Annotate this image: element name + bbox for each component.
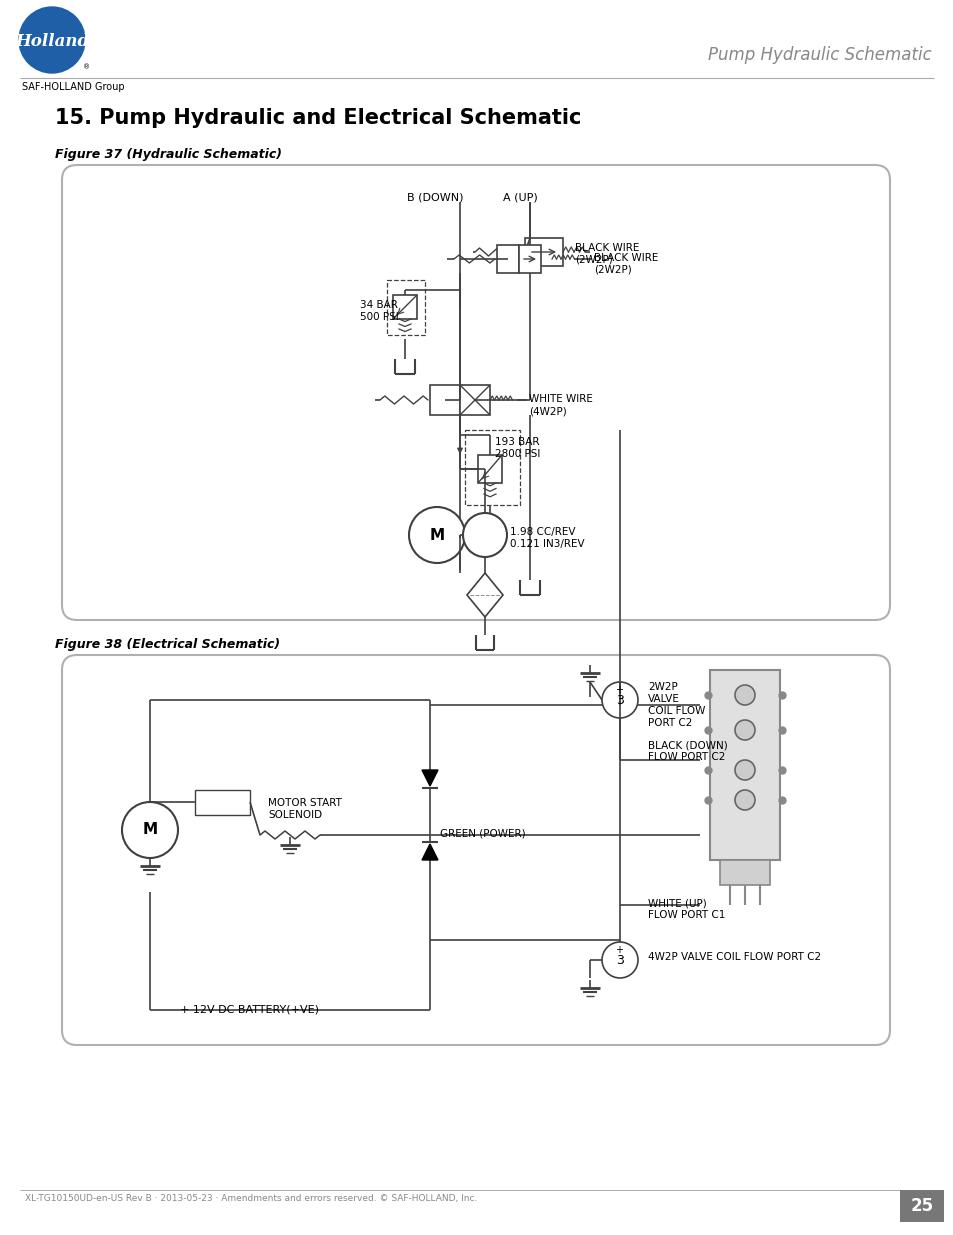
- Text: 25: 25: [909, 1197, 933, 1215]
- Text: (4W2P): (4W2P): [529, 406, 567, 416]
- Text: SOLENOID: SOLENOID: [268, 810, 322, 820]
- Text: ®: ®: [83, 64, 90, 70]
- Text: M: M: [429, 527, 444, 542]
- Text: 15. Pump Hydraulic and Electrical Schematic: 15. Pump Hydraulic and Electrical Schema…: [55, 107, 580, 128]
- Text: VALVE: VALVE: [647, 694, 679, 704]
- Text: WHITE WIRE: WHITE WIRE: [529, 394, 593, 404]
- Bar: [899, 1191, 943, 1221]
- Text: 2800 PSI: 2800 PSI: [495, 450, 539, 459]
- Text: B (DOWN): B (DOWN): [406, 191, 463, 203]
- Polygon shape: [421, 844, 437, 860]
- Bar: [464, 430, 519, 505]
- Bar: [387, 280, 424, 335]
- Bar: [720, 860, 769, 885]
- Text: 193 BAR: 193 BAR: [495, 437, 539, 447]
- Circle shape: [734, 685, 754, 705]
- Bar: [459, 385, 490, 415]
- Text: + 12V DC BATTERY(+VE): + 12V DC BATTERY(+VE): [180, 1005, 318, 1015]
- Text: +: +: [615, 685, 622, 695]
- Text: (2W2P): (2W2P): [575, 254, 612, 266]
- Text: FLOW PORT C2: FLOW PORT C2: [647, 752, 724, 762]
- Text: 34 BAR: 34 BAR: [359, 300, 397, 310]
- Text: BLACK WIRE: BLACK WIRE: [594, 253, 659, 263]
- Text: 4W2P VALVE COIL FLOW PORT C2: 4W2P VALVE COIL FLOW PORT C2: [647, 952, 821, 962]
- Polygon shape: [421, 769, 437, 785]
- Circle shape: [601, 682, 638, 718]
- Polygon shape: [467, 573, 502, 618]
- Text: Figure 38 (Electrical Schematic): Figure 38 (Electrical Schematic): [55, 638, 280, 651]
- Circle shape: [19, 7, 85, 73]
- FancyBboxPatch shape: [62, 165, 889, 620]
- Text: 0.121 IN3/REV: 0.121 IN3/REV: [510, 538, 584, 550]
- Text: (2W2P): (2W2P): [594, 266, 632, 275]
- Text: M: M: [142, 823, 157, 837]
- Bar: [477, 454, 501, 483]
- Text: MOTOR START: MOTOR START: [268, 798, 341, 808]
- Bar: [393, 295, 416, 319]
- Text: Pump Hydraulic Schematic: Pump Hydraulic Schematic: [707, 46, 931, 64]
- Text: 2W2P: 2W2P: [647, 682, 677, 692]
- Text: FLOW PORT C1: FLOW PORT C1: [647, 910, 724, 920]
- Bar: [430, 385, 459, 415]
- Text: 3: 3: [616, 694, 623, 708]
- Polygon shape: [475, 525, 495, 540]
- Text: 1.98 CC/REV: 1.98 CC/REV: [510, 527, 575, 537]
- Circle shape: [734, 720, 754, 740]
- Circle shape: [122, 802, 178, 858]
- Bar: [497, 245, 518, 273]
- Bar: [194, 790, 250, 815]
- Text: 500 PSI: 500 PSI: [359, 312, 398, 322]
- Text: XL-TG10150UD-en-US Rev B · 2013-05-23 · Amendments and errors reserved. © SAF-HO: XL-TG10150UD-en-US Rev B · 2013-05-23 · …: [25, 1194, 476, 1203]
- Text: +: +: [615, 945, 622, 955]
- Circle shape: [734, 790, 754, 810]
- Text: BLACK (DOWN): BLACK (DOWN): [647, 740, 727, 750]
- Text: SAF-HOLLAND Group: SAF-HOLLAND Group: [22, 82, 125, 91]
- Text: GREEN (POWER): GREEN (POWER): [439, 827, 525, 839]
- Circle shape: [601, 942, 638, 978]
- Text: COIL FLOW: COIL FLOW: [647, 706, 704, 716]
- Text: 3: 3: [616, 955, 623, 967]
- Bar: [709, 671, 780, 860]
- Text: WHITE (UP): WHITE (UP): [647, 898, 706, 908]
- FancyBboxPatch shape: [62, 655, 889, 1045]
- Text: BLACK WIRE: BLACK WIRE: [575, 243, 639, 253]
- Bar: [524, 238, 562, 266]
- Text: A (UP): A (UP): [502, 191, 537, 203]
- Circle shape: [409, 508, 464, 563]
- Circle shape: [462, 513, 506, 557]
- Text: Holland: Holland: [15, 32, 89, 49]
- Text: Figure 37 (Hydraulic Schematic): Figure 37 (Hydraulic Schematic): [55, 148, 282, 161]
- Text: PORT C2: PORT C2: [647, 718, 692, 727]
- Bar: [518, 245, 540, 273]
- Circle shape: [734, 760, 754, 781]
